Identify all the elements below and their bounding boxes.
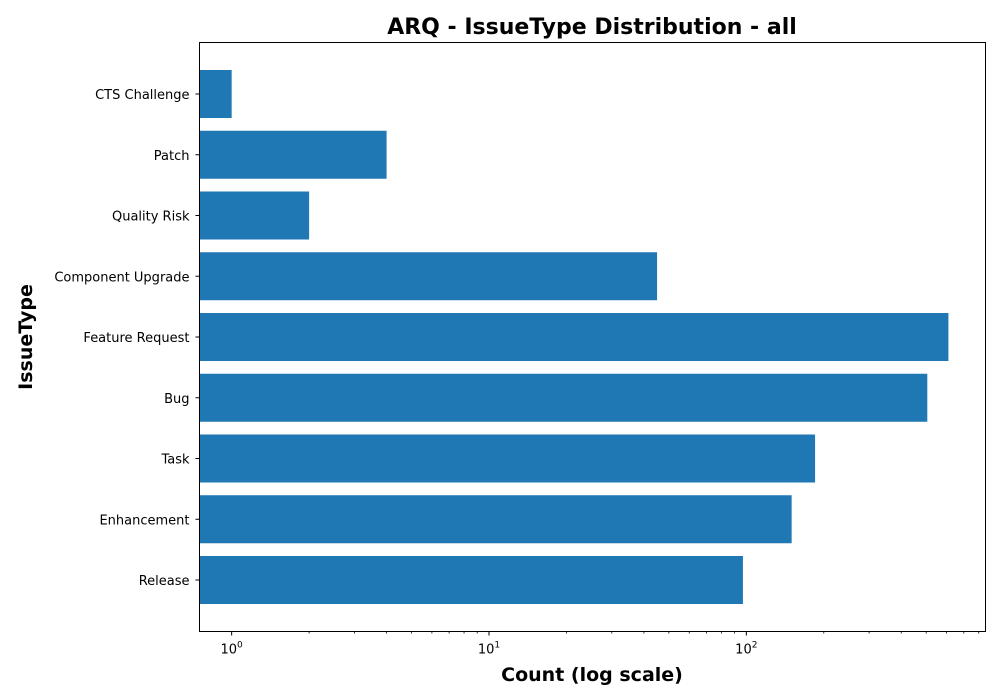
y-tick-label: Quality Risk (112, 210, 190, 225)
x-axis-ticks: 100 101 102 (221, 631, 980, 658)
y-tick-label: Feature Request (83, 331, 189, 346)
y-tick-label: CTS Challenge (95, 88, 189, 103)
y-axis-ticks: CTS Challenge Patch Quality Risk Component … (54, 88, 200, 589)
x-axis-label: Count (log scale) (501, 664, 683, 686)
y-tick-label: Release (139, 574, 190, 589)
x-tick-label: 102 (735, 641, 757, 658)
bar (199, 252, 658, 301)
y-axis-label: IssueType (15, 284, 37, 390)
y-tick-label: Bug (164, 392, 189, 407)
bar (199, 130, 387, 179)
bar (199, 434, 816, 483)
bars-group (199, 70, 949, 604)
bar (199, 556, 743, 604)
y-tick-label: Patch (154, 149, 190, 164)
bar (199, 191, 310, 240)
bar (199, 313, 949, 361)
x-tick-label: 101 (478, 641, 500, 658)
y-tick-label: Component Upgrade (54, 270, 189, 285)
chart-title: ARQ - IssueType Distribution - all (387, 15, 797, 40)
y-tick-label: Task (160, 453, 190, 468)
bar (199, 373, 928, 422)
bar (199, 70, 232, 118)
x-tick-label: 100 (221, 641, 244, 658)
bar (199, 495, 792, 544)
y-tick-label: Enhancement (99, 513, 189, 528)
